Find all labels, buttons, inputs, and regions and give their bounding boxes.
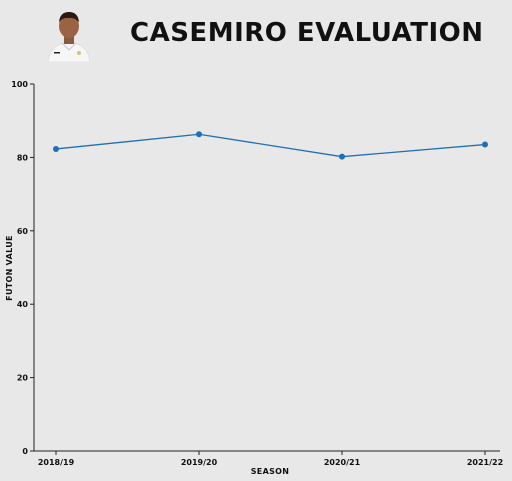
x-tick-label: 2020/21 <box>324 458 361 467</box>
y-tick-label: 0 <box>22 447 28 456</box>
y-tick-label: 60 <box>17 227 29 236</box>
x-tick-label: 2021/22 <box>467 458 503 467</box>
x-axis-label: SEASON <box>251 467 289 476</box>
y-axis-label: FUTON VALUE <box>5 235 14 301</box>
x-tick-label: 2018/19 <box>38 458 75 467</box>
data-point <box>196 131 202 138</box>
player-avatar <box>47 12 91 62</box>
x-tick-label: 2019/20 <box>181 458 218 467</box>
data-point <box>339 153 345 160</box>
y-tick-label: 20 <box>17 374 29 383</box>
chart-title: CASEMIRO EVALUATION <box>130 18 484 48</box>
y-tick-label: 100 <box>11 80 28 89</box>
data-point <box>482 141 488 148</box>
y-tick-label: 40 <box>17 300 29 309</box>
y-tick-label: 80 <box>17 153 29 162</box>
series-line <box>55 133 486 158</box>
data-point <box>53 145 59 152</box>
